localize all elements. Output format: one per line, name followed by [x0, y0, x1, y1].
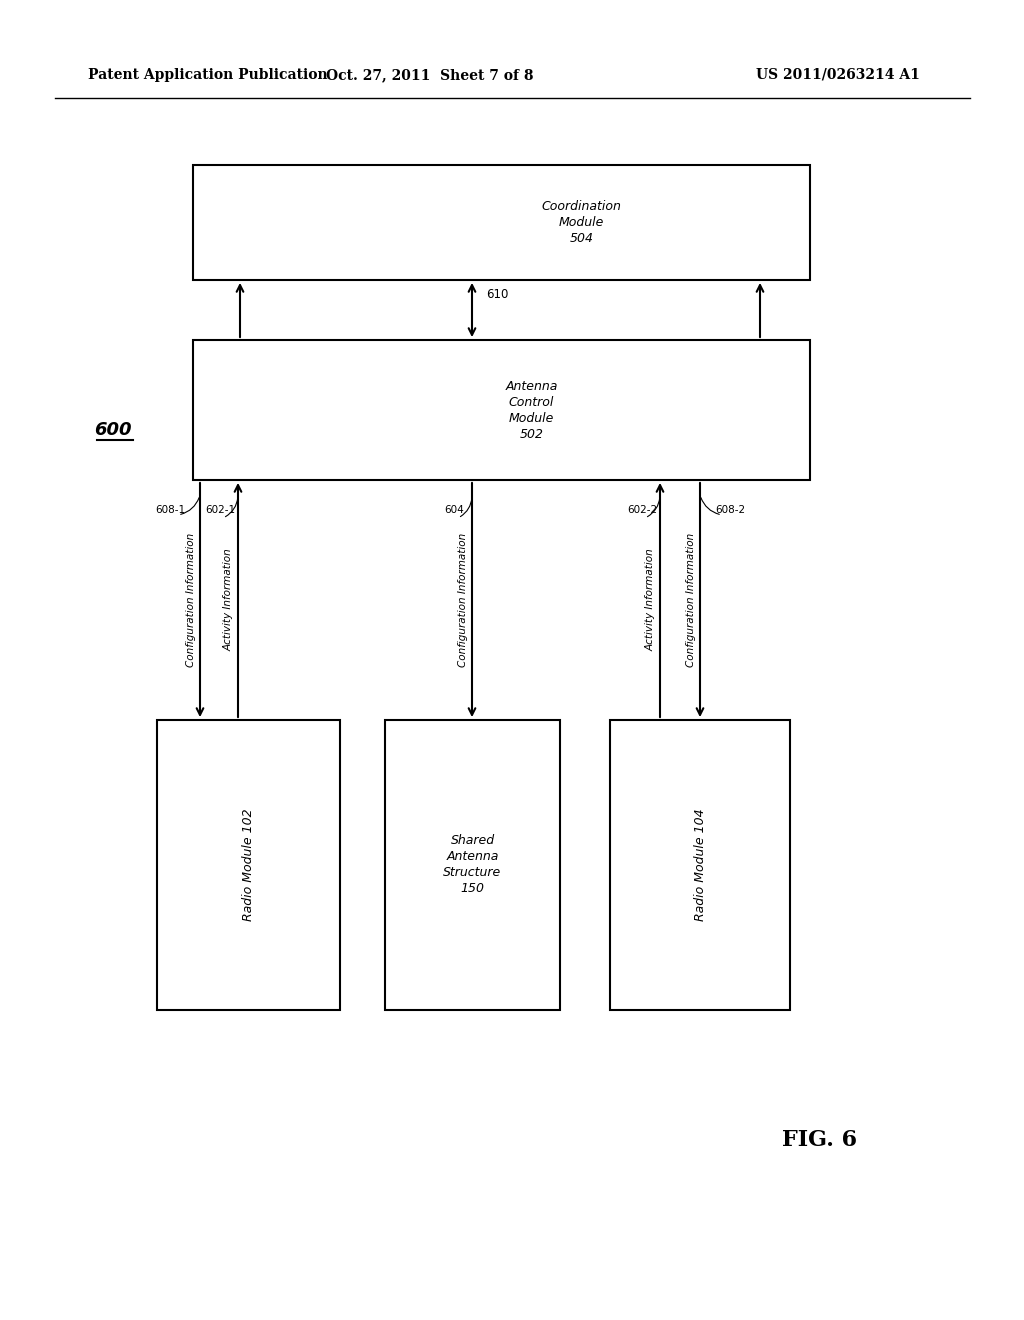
Text: Activity Information: Activity Information — [646, 549, 656, 651]
Bar — [193, 341, 810, 480]
Text: 600: 600 — [94, 421, 132, 440]
Text: Oct. 27, 2011  Sheet 7 of 8: Oct. 27, 2011 Sheet 7 of 8 — [327, 69, 534, 82]
Text: 604: 604 — [444, 506, 464, 515]
Text: Activity Information: Activity Information — [224, 549, 234, 651]
Text: FIG. 6: FIG. 6 — [782, 1129, 857, 1151]
Bar — [385, 719, 560, 1010]
Text: US 2011/0263214 A1: US 2011/0263214 A1 — [756, 69, 920, 82]
Text: Coordination
Module
504: Coordination Module 504 — [542, 201, 622, 246]
Bar — [610, 719, 790, 1010]
Text: Radio Module 104: Radio Module 104 — [693, 809, 707, 921]
Bar — [157, 719, 340, 1010]
Text: Configuration Information: Configuration Information — [458, 533, 468, 667]
Text: 602-1: 602-1 — [205, 506, 236, 515]
Text: 602-2: 602-2 — [627, 506, 657, 515]
Text: Radio Module 102: Radio Module 102 — [242, 809, 255, 921]
Text: Configuration Information: Configuration Information — [186, 533, 196, 667]
Bar — [193, 165, 810, 280]
Text: Configuration Information: Configuration Information — [686, 533, 696, 667]
Text: Patent Application Publication: Patent Application Publication — [88, 69, 328, 82]
Text: 608-1: 608-1 — [155, 506, 185, 515]
Text: Shared
Antenna
Structure
150: Shared Antenna Structure 150 — [443, 834, 502, 895]
Text: 610: 610 — [486, 289, 508, 301]
Text: Antenna
Control
Module
502: Antenna Control Module 502 — [505, 380, 558, 441]
Text: 608-2: 608-2 — [715, 506, 745, 515]
